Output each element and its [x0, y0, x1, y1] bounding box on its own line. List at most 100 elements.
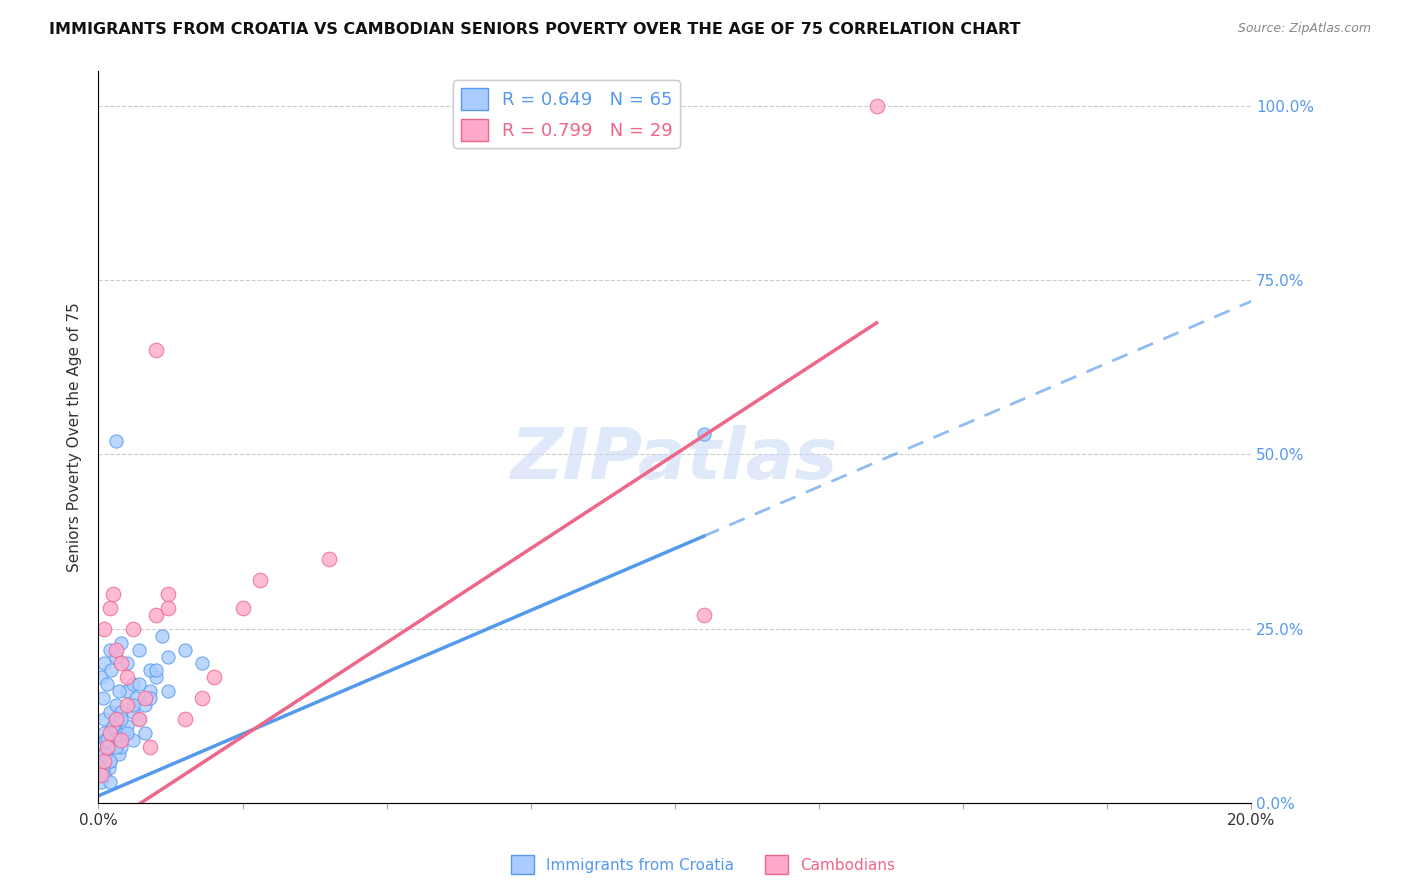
Point — [104, 698, 127, 713]
Point — [117, 719, 139, 733]
Point — [128, 642, 150, 657]
Point — [110, 635, 132, 649]
Point — [117, 726, 139, 740]
Point — [128, 677, 150, 691]
Point — [93, 622, 115, 636]
Point — [98, 754, 121, 768]
Point — [93, 747, 115, 761]
Point — [134, 726, 156, 740]
Point — [139, 684, 162, 698]
Point — [90, 670, 112, 684]
Point — [191, 691, 214, 706]
Point — [128, 712, 150, 726]
Point — [104, 434, 127, 448]
Point — [318, 552, 340, 566]
Point — [91, 691, 114, 706]
Point — [202, 670, 225, 684]
Point — [122, 698, 145, 713]
Point — [98, 726, 121, 740]
Point — [117, 670, 139, 684]
Point — [104, 649, 127, 664]
Point — [93, 726, 115, 740]
Point — [104, 712, 127, 726]
Point — [98, 740, 121, 755]
Point — [98, 705, 121, 719]
Point — [693, 607, 716, 622]
Point — [122, 622, 145, 636]
Point — [98, 600, 121, 615]
Point — [98, 642, 121, 657]
Point — [96, 740, 118, 755]
Point — [156, 600, 179, 615]
Point — [90, 768, 112, 782]
Point — [122, 677, 145, 691]
Point — [93, 712, 115, 726]
Point — [110, 733, 132, 747]
Point — [156, 587, 179, 601]
Point — [139, 691, 162, 706]
Point — [90, 775, 112, 789]
Legend: Immigrants from Croatia, Cambodians: Immigrants from Croatia, Cambodians — [505, 849, 901, 880]
Text: Source: ZipAtlas.com: Source: ZipAtlas.com — [1237, 22, 1371, 36]
Point — [145, 343, 167, 357]
Point — [174, 712, 197, 726]
Text: IMMIGRANTS FROM CROATIA VS CAMBODIAN SENIORS POVERTY OVER THE AGE OF 75 CORRELAT: IMMIGRANTS FROM CROATIA VS CAMBODIAN SEN… — [49, 22, 1021, 37]
Point — [249, 573, 271, 587]
Point — [104, 733, 127, 747]
Point — [693, 426, 716, 441]
Point — [93, 754, 115, 768]
Point — [139, 664, 162, 678]
Point — [134, 698, 156, 713]
Y-axis label: Seniors Poverty Over the Age of 75: Seniors Poverty Over the Age of 75 — [67, 302, 83, 572]
Point — [98, 775, 121, 789]
Point — [93, 657, 115, 671]
Point — [117, 657, 139, 671]
Point — [128, 712, 150, 726]
Point — [122, 705, 145, 719]
Point — [139, 740, 162, 755]
Point — [125, 691, 148, 706]
Point — [231, 600, 254, 615]
Point — [96, 740, 118, 755]
Point — [107, 747, 129, 761]
Point — [174, 642, 197, 657]
Point — [866, 99, 889, 113]
Point — [96, 733, 118, 747]
Point — [156, 684, 179, 698]
Point — [145, 664, 167, 678]
Point — [156, 649, 179, 664]
Point — [107, 684, 129, 698]
Point — [97, 761, 120, 775]
Point — [94, 733, 117, 747]
Point — [93, 754, 115, 768]
Point — [96, 677, 118, 691]
Point — [191, 657, 214, 671]
Point — [110, 740, 132, 755]
Point — [134, 691, 156, 706]
Legend: R = 0.649   N = 65, R = 0.799   N = 29: R = 0.649 N = 65, R = 0.799 N = 29 — [453, 80, 681, 148]
Point — [98, 754, 121, 768]
Point — [91, 761, 114, 775]
Point — [104, 740, 127, 755]
Point — [110, 712, 132, 726]
Point — [101, 719, 124, 733]
Point — [101, 726, 124, 740]
Point — [90, 768, 112, 782]
Point — [117, 684, 139, 698]
Point — [91, 747, 114, 761]
Text: ZIPatlas: ZIPatlas — [512, 425, 838, 493]
Point — [110, 705, 132, 719]
Point — [110, 657, 132, 671]
Point — [104, 642, 127, 657]
Point — [112, 726, 135, 740]
Point — [101, 587, 124, 601]
Point — [103, 719, 125, 733]
Point — [117, 698, 139, 713]
Point — [150, 629, 173, 643]
Point — [122, 733, 145, 747]
Point — [145, 670, 167, 684]
Point — [100, 664, 122, 678]
Point — [145, 607, 167, 622]
Point — [104, 712, 127, 726]
Point — [93, 768, 115, 782]
